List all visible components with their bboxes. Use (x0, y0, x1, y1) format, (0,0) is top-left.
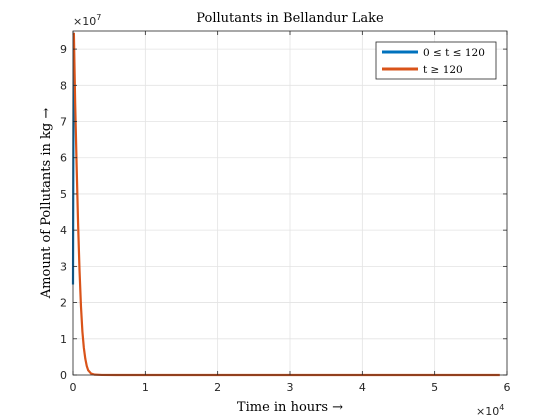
y-multiplier-base: ×10 (73, 15, 96, 28)
x-tick-label: 6 (504, 381, 511, 394)
x-multiplier-exponent: 4 (499, 403, 504, 412)
x-axis-label: Time in hours → (237, 400, 343, 415)
legend-box (375, 41, 497, 80)
x-tick-label: 2 (214, 381, 221, 394)
x-tick-label: 0 (70, 381, 77, 394)
chart-title: Pollutants in Bellandur Lake (196, 11, 384, 26)
x-tick-label: 1 (142, 381, 149, 394)
y-tick-label: 1 (60, 333, 67, 346)
y-tick-label: 3 (60, 260, 67, 273)
y-tick-label: 4 (60, 224, 67, 237)
y-multiplier-exponent: 7 (96, 13, 101, 22)
x-axis-multiplier: ×104 (476, 403, 504, 418)
y-tick-label: 0 (60, 369, 67, 382)
x-multiplier-base: ×10 (476, 405, 499, 418)
x-tick-label: 4 (359, 381, 366, 394)
y-tick-label: 7 (60, 116, 67, 129)
y-axis-label: Amount of Pollutants in kg → (39, 108, 54, 300)
x-tick-label: 3 (287, 381, 294, 394)
y-tick-label: 9 (60, 43, 67, 56)
x-tick-label: 5 (431, 381, 438, 394)
legend-label-series-2: t ≥ 120 (423, 64, 463, 76)
legend-label-series-1: 0 ≤ t ≤ 120 (423, 47, 485, 59)
y-axis-multiplier: ×107 (73, 13, 101, 28)
y-tick-label: 6 (60, 152, 67, 165)
y-tick-label: 8 (60, 79, 67, 92)
y-tick-label: 5 (60, 188, 67, 201)
legend: 0 ≤ t ≤ 120 t ≥ 120 (375, 41, 497, 80)
tick-layer: 0 1 2 3 4 5 6 0 1 2 3 4 5 6 7 8 9 (60, 31, 511, 394)
y-tick-label: 2 (60, 297, 67, 310)
